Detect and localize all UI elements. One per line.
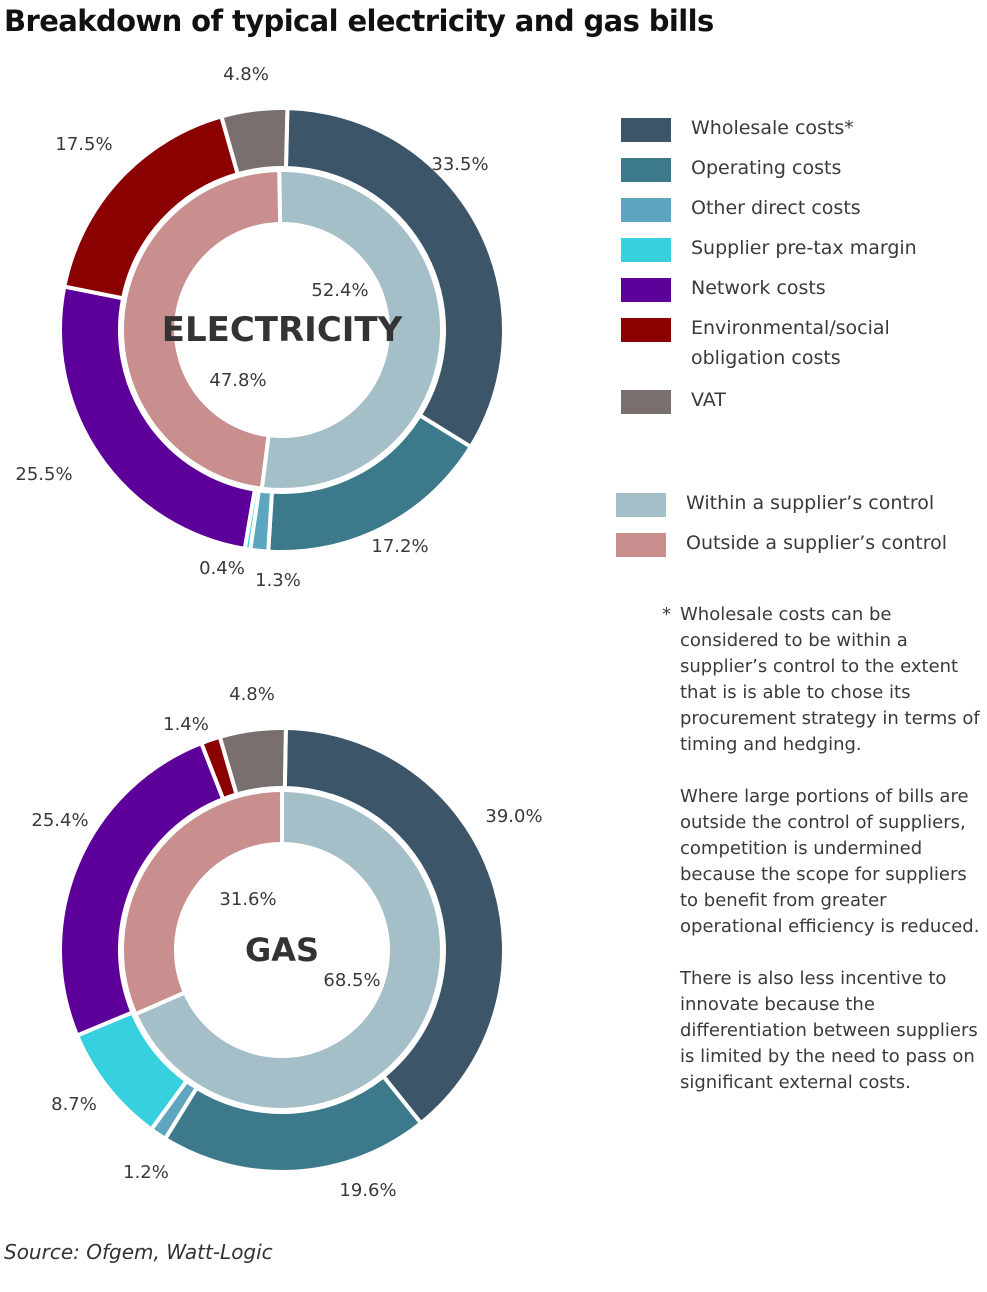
legend-swatch: [621, 390, 671, 414]
legend-item-outside-control: Outside a supplier’s control: [616, 532, 986, 558]
legend-label: Outside a supplier’s control: [686, 532, 948, 554]
electricity-outer-label-1: 33.5%: [431, 154, 488, 175]
legend-swatch: [621, 238, 671, 262]
legend-item-other-direct: Other direct costs: [621, 197, 951, 223]
electricity-inner-slice-1: [259, 168, 444, 492]
legend-label: Environmental/social obligation costs: [691, 317, 890, 369]
notes: * Wholesale costs can be considered to b…: [662, 602, 982, 1122]
footnote-text: Wholesale costs can be considered to be …: [680, 604, 980, 755]
legend-item-within-control: Within a supplier’s control: [616, 492, 976, 518]
note-paragraph-1: Where large portions of bills are outsid…: [680, 786, 980, 937]
legend-swatch: [621, 318, 671, 342]
gas-outer-label-1: 39.0%: [485, 806, 542, 827]
gas-outer-label-7: 4.8%: [229, 684, 275, 705]
electricity-center-title: ELECTRICITY: [162, 310, 403, 350]
electricity-outer-label-5: 25.5%: [15, 464, 72, 485]
electricity-outer-label-7: 4.8%: [223, 64, 269, 85]
legend-label: Network costs: [691, 277, 826, 299]
legend-label: Operating costs: [691, 157, 842, 179]
footnote-marker: *: [662, 604, 671, 625]
legend-swatch: [621, 198, 671, 222]
electricity-donut-chart: 33.5% 17.2% 1.3% 0.4% 25.5% 17.5% 4.8% 52.4% 47.…: [15, 64, 506, 591]
legend-swatch: [621, 118, 671, 142]
legend-swatch: [621, 158, 671, 182]
gas-outer-label-6: 1.4%: [163, 714, 209, 735]
electricity-outer-label-4: 0.4%: [199, 558, 245, 579]
legend-item-vat: VAT: [621, 389, 951, 415]
electricity-inner-slice-2: [120, 167, 283, 491]
page-title: Breakdown of typical electricity and gas…: [4, 4, 714, 38]
legend-label: VAT: [691, 389, 726, 411]
note-paragraph-2: There is also less incentive to innovate…: [680, 968, 978, 1093]
legend-swatch: [616, 533, 666, 557]
legend-item-operating: Operating costs: [621, 157, 951, 183]
legend-label: Within a supplier’s control: [686, 492, 935, 514]
footnote: * Wholesale costs can be considered to b…: [662, 602, 982, 758]
legend-item-margin: Supplier pre-tax margin: [621, 237, 951, 263]
gas-center-title: GAS: [245, 931, 319, 969]
electricity-outer-label-6: 17.5%: [55, 134, 112, 155]
legend-label: Other direct costs: [691, 197, 861, 219]
electricity-inner-label-1: 52.4%: [311, 280, 368, 301]
gas-outer-label-2: 19.6%: [339, 1180, 396, 1201]
source-note: Source: Ofgem, Watt-Logic: [4, 1240, 273, 1264]
gas-donut-chart: 39.0% 19.6% 1.2% 8.7% 25.4% 1.4% 4.8% 68.5% 31.6…: [31, 684, 542, 1201]
gas-outer-label-5: 25.4%: [31, 810, 88, 831]
legend-label: Wholesale costs*: [691, 117, 854, 139]
legend-swatch: [616, 493, 666, 517]
gas-outer-label-3: 1.2%: [123, 1162, 169, 1183]
electricity-outer-label-3: 1.3%: [255, 570, 301, 591]
legend-item-wholesale: Wholesale costs*: [621, 117, 951, 143]
electricity-inner-label-2: 47.8%: [209, 370, 266, 391]
gas-inner-slice-1: [132, 787, 444, 1112]
legend-item-network: Network costs: [621, 277, 951, 303]
gas-inner-label-1: 68.5%: [323, 970, 380, 991]
electricity-outer-label-2: 17.2%: [371, 536, 428, 557]
legend-label: Supplier pre-tax margin: [691, 237, 917, 259]
legend-swatch: [621, 278, 671, 302]
gas-inner-label-2: 31.6%: [219, 889, 276, 910]
gas-outer-label-4: 8.7%: [51, 1094, 97, 1115]
gas-inner-slice-2: [120, 787, 284, 1017]
legend-item-environmental: Environmental/social obligation costs: [621, 317, 921, 373]
